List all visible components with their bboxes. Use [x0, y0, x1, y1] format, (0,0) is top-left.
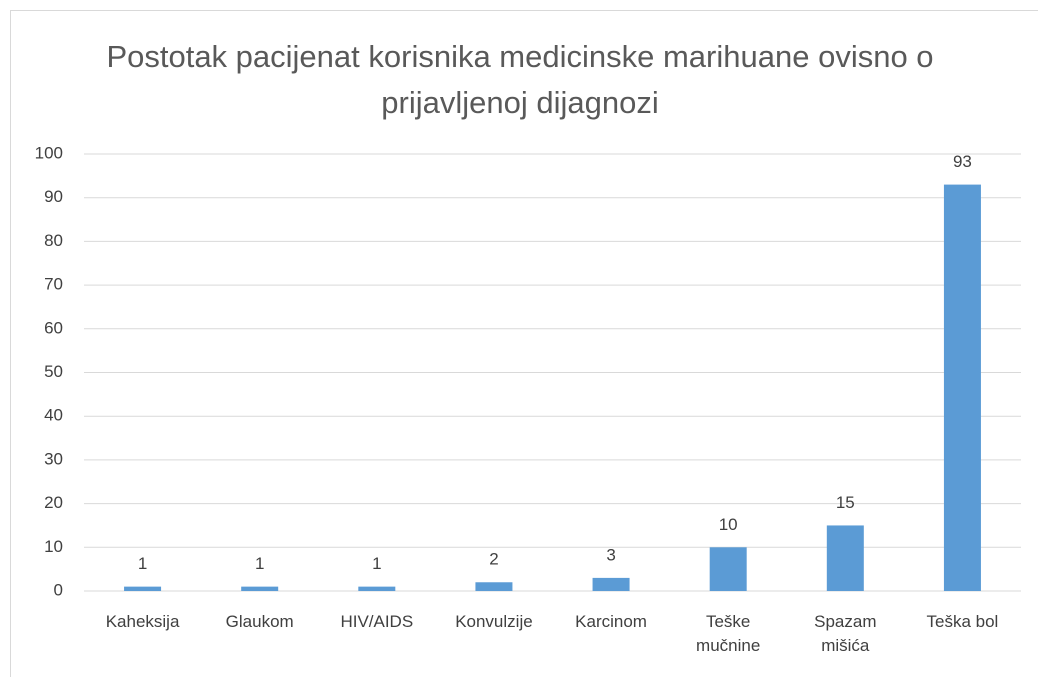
y-tick-label: 70: [44, 275, 63, 294]
y-tick-label: 20: [44, 493, 63, 512]
y-tick-label: 80: [44, 231, 63, 250]
data-label: 3: [606, 545, 615, 564]
bar: [826, 525, 864, 591]
x-tick-label: Spazam mišića: [814, 612, 877, 655]
chart-title: Postotak pacijenat korisnika medicinske …: [106, 39, 934, 120]
x-tick-label: Konvulzije: [455, 612, 533, 631]
y-tick-label: 60: [44, 318, 63, 337]
bar: [241, 586, 279, 591]
x-tick-label: Kaheksija: [105, 612, 180, 631]
y-tick-label: 40: [44, 406, 63, 425]
data-label: 10: [719, 515, 738, 534]
chart-border: [10, 10, 1038, 677]
x-tick-label: Glaukom: [225, 612, 294, 631]
bar: [358, 586, 396, 591]
bar: [124, 586, 162, 591]
bar: [943, 184, 981, 591]
y-tick-label: 50: [44, 362, 63, 381]
bar: [709, 547, 747, 591]
data-label: 93: [953, 152, 972, 171]
y-tick-label: 90: [44, 187, 63, 206]
y-tick-label: 0: [54, 580, 63, 599]
data-label: 15: [836, 493, 855, 512]
y-tick-label: 30: [44, 449, 63, 468]
bar: [592, 577, 630, 591]
data-label: 2: [489, 550, 498, 569]
x-tick-label: Karcinom: [575, 612, 647, 631]
data-label: 1: [255, 554, 264, 573]
y-tick-label: 100: [35, 143, 63, 162]
x-tick-label: HIV/AIDS: [340, 612, 414, 631]
y-tick-label: 10: [44, 537, 63, 556]
data-label: 1: [138, 554, 147, 573]
x-tick-label: Teške mučnine: [696, 612, 761, 655]
x-tick-label: Teška bol: [926, 612, 999, 631]
data-label: 1: [372, 554, 381, 573]
bar: [475, 582, 513, 591]
